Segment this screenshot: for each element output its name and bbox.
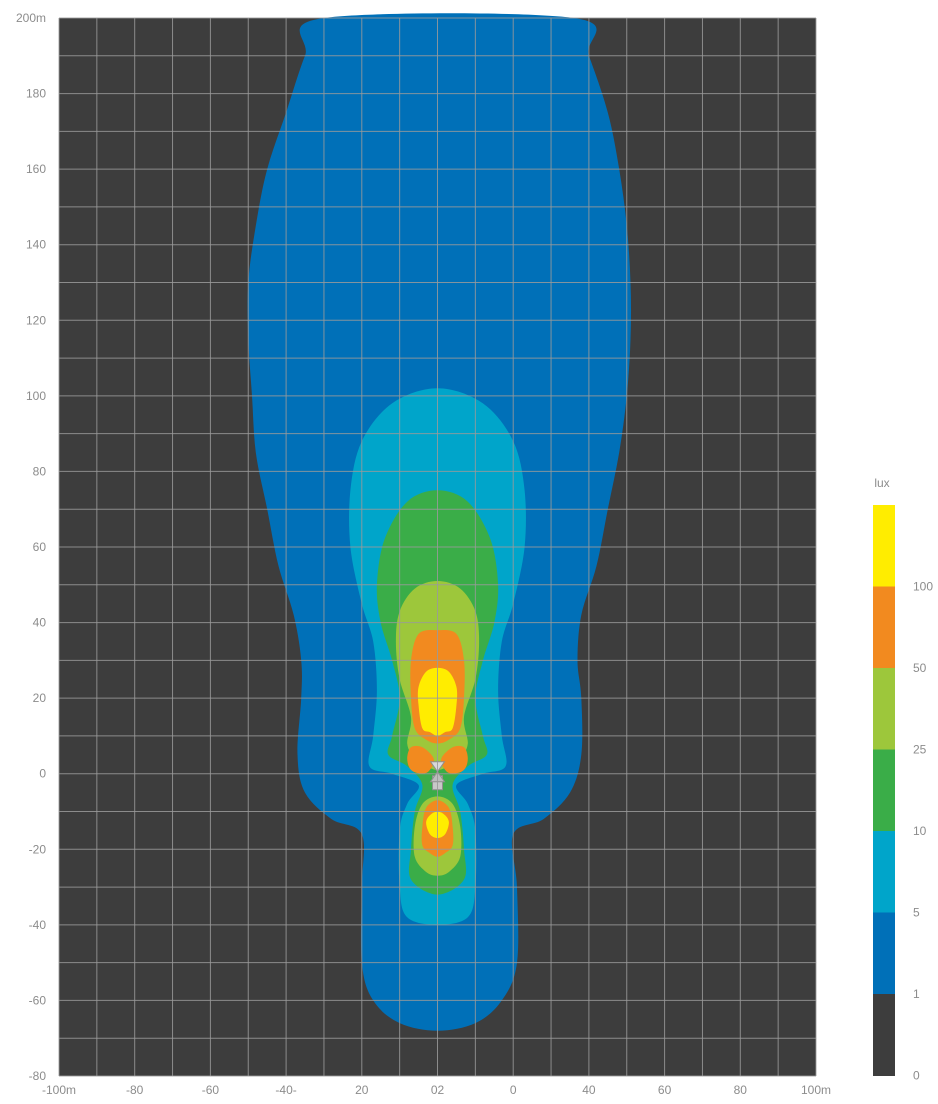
- x-tick-label: 80: [734, 1083, 748, 1097]
- y-tick-label: -60: [29, 993, 47, 1007]
- legend-title: lux: [874, 476, 889, 490]
- y-tick-label: 180: [26, 87, 46, 101]
- y-tick-label: 100: [26, 389, 46, 403]
- legend-label: 100: [913, 580, 933, 594]
- y-tick-label: 0: [39, 767, 46, 781]
- y-tick-label: 20: [33, 691, 47, 705]
- x-tick-label: -40-: [275, 1083, 296, 1097]
- x-tick-label: 40: [582, 1083, 596, 1097]
- y-tick-label: -80: [29, 1069, 47, 1083]
- x-axis-ticks: -100m -80 -60 -40- 20 02 0 40 60 80 100m: [42, 1083, 831, 1097]
- legend-label: 25: [913, 743, 927, 757]
- legend-swatch: [873, 831, 895, 913]
- y-tick-label: 40: [33, 616, 47, 630]
- legend-label: 50: [913, 661, 927, 675]
- x-tick-label: 20: [355, 1083, 369, 1097]
- legend-swatch: [873, 994, 895, 1076]
- legend-swatch: [873, 912, 895, 995]
- legend-swatch: [873, 586, 895, 669]
- contour-50-lux-6: [407, 745, 435, 774]
- y-tick-label: 60: [33, 540, 47, 554]
- legend-label: 5: [913, 906, 920, 920]
- legend-swatch: [873, 668, 895, 750]
- y-tick-label: -40: [29, 918, 47, 932]
- legend-swatches: [873, 505, 895, 1076]
- y-tick-label: 140: [26, 238, 46, 252]
- y-tick-label: 160: [26, 162, 46, 176]
- y-axis-ticks: 200m 180 160 140 120 100 80 60 40 20 0 -20 -40 -60 -80: [16, 11, 46, 1083]
- x-tick-label: 0: [510, 1083, 517, 1097]
- y-tick-label: -20: [29, 842, 47, 856]
- legend-label: 10: [913, 824, 927, 838]
- x-tick-label: 100m: [801, 1083, 831, 1097]
- contour-50-lux-7: [440, 745, 468, 774]
- legend-label: 0: [913, 1069, 920, 1083]
- legend-swatch: [873, 505, 895, 587]
- contour-layer: [247, 13, 632, 1031]
- grid-lines: [58, 17, 817, 1077]
- y-tick-label: 80: [33, 464, 47, 478]
- y-tick-label: 120: [26, 313, 46, 327]
- x-tick-label: 02: [431, 1083, 445, 1097]
- x-tick-label: -80: [126, 1083, 144, 1097]
- y-tick-label: 200m: [16, 11, 46, 25]
- x-tick-label: 60: [658, 1083, 672, 1097]
- x-tick-label: -100m: [42, 1083, 76, 1097]
- legend-label: 1: [913, 987, 920, 1001]
- x-tick-label: -60: [202, 1083, 220, 1097]
- legend-swatch: [873, 749, 895, 832]
